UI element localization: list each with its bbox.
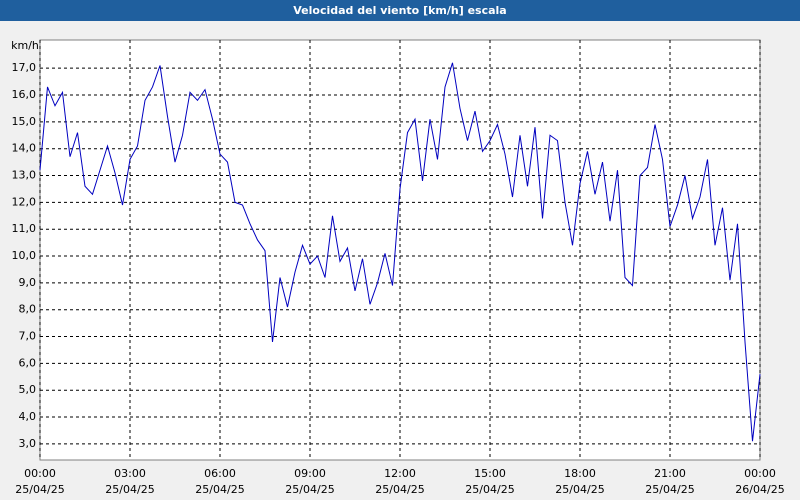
title-bar	[0, 0, 800, 21]
y-tick-label: 15,0	[12, 115, 37, 128]
x-tick-label: 25/04/25	[195, 483, 244, 496]
y-tick-label: 5,0	[19, 383, 37, 396]
x-tick-label: 25/04/25	[555, 483, 604, 496]
series-line	[39, 62, 761, 442]
y-tick-label: 16,0	[12, 88, 37, 101]
x-tick-label: 06:00	[204, 467, 236, 480]
x-tick-label: 26/04/25	[735, 483, 784, 496]
y-tick-label: 10,0	[12, 249, 37, 262]
chart-title: Velocidad del viento [km/h] escala	[293, 4, 506, 17]
x-tick-label: 25/04/25	[645, 483, 694, 496]
y-tick-label: 13,0	[12, 169, 37, 182]
x-tick-label: 25/04/25	[285, 483, 334, 496]
x-tick-label: 21:00	[654, 467, 686, 480]
y-tick-label: 3,0	[19, 437, 37, 450]
y-tick-label: 7,0	[19, 330, 37, 343]
x-tick-label: 25/04/25	[375, 483, 424, 496]
y-tick-label: 8,0	[19, 303, 37, 316]
x-tick-label: 09:00	[294, 467, 326, 480]
x-tick-label: 00:00	[24, 467, 56, 480]
x-tick-label: 15:00	[474, 467, 506, 480]
x-tick-label: 25/04/25	[105, 483, 154, 496]
y-tick-label: 14,0	[12, 142, 37, 155]
y-tick-label: 17,0	[12, 61, 37, 74]
y-tick-label: 12,0	[12, 195, 37, 208]
y-axis-label: km/h	[11, 39, 39, 52]
y-tick-label: 6,0	[19, 356, 37, 369]
x-tick-label: 25/04/25	[15, 483, 64, 496]
x-tick-label: 12:00	[384, 467, 416, 480]
y-tick-label: 4,0	[19, 410, 37, 423]
x-tick-label: 00:00	[744, 467, 776, 480]
x-tick-label: 25/04/25	[465, 483, 514, 496]
x-tick-label: 03:00	[114, 467, 146, 480]
y-tick-label: 9,0	[19, 276, 37, 289]
y-tick-label: 11,0	[12, 222, 37, 235]
x-tick-label: 18:00	[564, 467, 596, 480]
